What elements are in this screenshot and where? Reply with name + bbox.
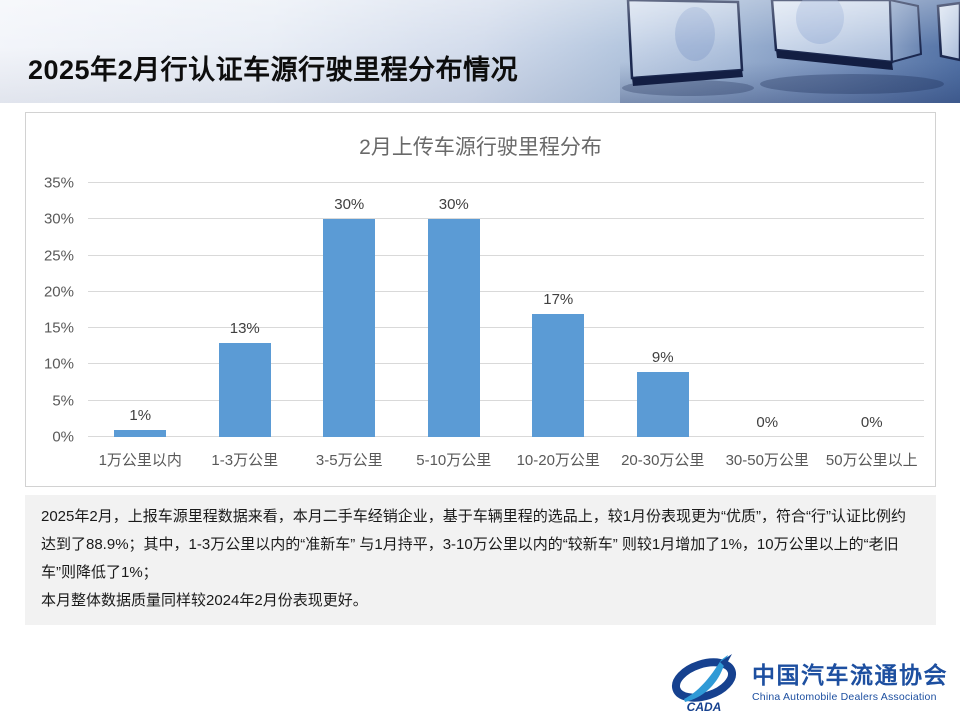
bar-value-label: 1%: [129, 406, 152, 424]
summary-text: 2025年2月，上报车源里程数据来看，本月二手车经销企业，基于车辆里程的选品上，…: [25, 495, 936, 625]
y-axis-tick-label: 15%: [43, 319, 74, 337]
y-axis-tick-label: 35%: [43, 174, 74, 192]
y-axis-tick-label: 30%: [43, 210, 74, 228]
chart-title: 2月上传车源行驶里程分布: [359, 136, 602, 159]
gridline: [88, 327, 924, 329]
bar-value-label: 9%: [651, 348, 674, 366]
chart-bar: [323, 219, 376, 437]
gridline: [88, 182, 924, 183]
chart-bar: [532, 313, 585, 437]
x-axis-category-label: 5-10万公里: [416, 452, 492, 469]
y-axis-labels: 0% 5% 10% 15% 20% 25% 30% 35%: [32, 175, 80, 446]
y-axis-tick-label: 25%: [43, 247, 74, 265]
bar-value-label: 0%: [756, 414, 779, 431]
y-axis-tick-label: 0%: [52, 428, 74, 446]
y-axis-tick-label: 10%: [43, 355, 74, 373]
org-names: 中国汽车流通协会 China Automobile Dealers Associ…: [752, 663, 948, 703]
gridline: [88, 254, 924, 256]
org-logo: CADA 中国汽车流通协会 China Automobile Dealers A…: [670, 654, 948, 712]
gridline: [88, 218, 924, 220]
x-axis-category-label: 1-3万公里: [211, 452, 279, 469]
gridline: [88, 290, 924, 292]
cubes-icon: [620, 0, 960, 103]
gridline: [88, 399, 924, 401]
bar-value-label: 0%: [860, 414, 883, 431]
chart-bar: [636, 371, 689, 437]
summary-paragraph: 2025年2月，上报车源里程数据来看，本月二手车经销企业，基于车辆里程的选品上，…: [41, 508, 907, 581]
bar-value-label: 17%: [543, 290, 574, 308]
cada-emblem-icon: CADA: [671, 654, 737, 712]
chart-bar: [114, 429, 167, 437]
header: 2025年2月行认证车源行驶里程分布情况: [0, 0, 960, 103]
gridline: [88, 363, 924, 365]
cada-logo-text: CADA: [687, 700, 722, 712]
x-axis-category-label: 1万公里以内: [98, 452, 182, 469]
x-axis-category-label: 10-20万公里: [516, 452, 600, 469]
x-axis-category-label: 20-30万公里: [621, 452, 705, 469]
plot-area: 1% 13% 30% 30% 17% 9% 0% 0%: [88, 182, 924, 437]
bar-value-label: 13%: [229, 319, 260, 337]
x-axis-category-label: 50万公里以上: [825, 452, 918, 469]
org-name-cn: 中国汽车流通协会: [752, 662, 948, 688]
x-axis-labels: 1万公里以内 1-3万公里 3-5万公里 5-10万公里 10-20万公里 20-30万公…: [88, 449, 924, 470]
cubes-graphic: [620, 0, 960, 103]
bar-value-label: 30%: [438, 196, 469, 214]
x-axis-category-label: 30-50万公里: [725, 452, 809, 469]
org-name-en: China Automobile Dealers Association: [752, 691, 937, 704]
chart-bar: [218, 342, 271, 437]
page-title: 2025年2月行认证车源行驶里程分布情况: [28, 55, 519, 85]
bar-value-label: 30%: [334, 196, 365, 214]
chart-panel: 2月上传车源行驶里程分布 0% 5% 10% 15% 20% 25% 30% 35% 1% 13…: [25, 112, 936, 487]
y-axis-tick-label: 5%: [52, 392, 74, 410]
gridline: [88, 436, 924, 437]
x-axis-category-label: 3-5万公里: [315, 452, 383, 469]
y-axis-tick-label: 20%: [43, 283, 74, 301]
chart-bar: [427, 219, 480, 437]
summary-paragraph: 本月整体数据质量同样较2024年2月份表现更好。: [41, 592, 368, 609]
